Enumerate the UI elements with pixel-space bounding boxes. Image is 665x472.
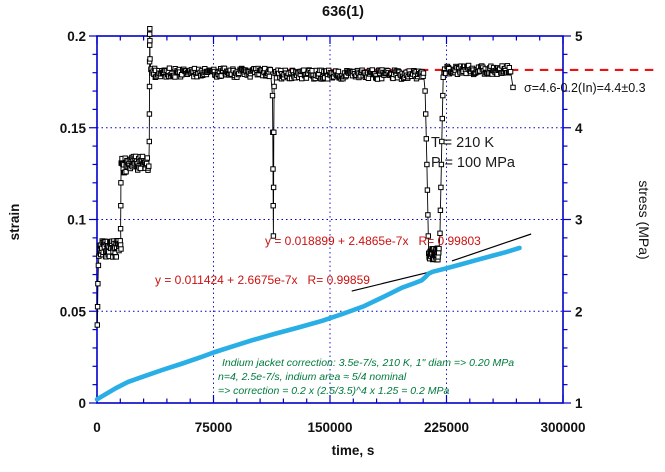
right-tick-label: 5 <box>575 29 583 44</box>
stress-data-point <box>146 83 153 90</box>
x-tick-label: 225000 <box>424 420 469 435</box>
stress-data-point <box>438 161 445 168</box>
annotation-fit-eq-1: y = 0.018899 + 2.4865e-7x R= 0.99803 <box>265 234 481 248</box>
stress-data-point <box>507 69 514 75</box>
annotation-note-3: => correction = 0.2 x (2.5/3.5)^4 x 1.25… <box>218 385 450 397</box>
left-tick-label: 0 <box>78 396 86 411</box>
stress-data-point <box>147 31 153 37</box>
annotation-pressure: P = 100 MPa <box>431 155 516 171</box>
stress-data-point <box>440 92 446 99</box>
stress-data-point <box>267 67 274 73</box>
stress-data-point <box>422 88 428 94</box>
left-tick-label: 0.2 <box>67 29 86 44</box>
fit-line-2 <box>451 233 532 262</box>
stress-data-point <box>437 207 444 214</box>
stress-data-point <box>438 184 444 191</box>
stress-data-point <box>270 203 276 209</box>
annotation-note-1: Indium jacket correction: 3.5e-7/s, 210 … <box>222 357 514 369</box>
right-axis-title: stress (MPa) <box>636 180 652 260</box>
strain-series-line <box>94 245 522 402</box>
stress-data-point <box>425 233 432 239</box>
stress-data-point <box>137 165 144 172</box>
stress-data-point <box>146 163 152 169</box>
left-tick-label: 0.15 <box>60 121 87 136</box>
stress-data-point <box>510 84 516 91</box>
annotation-note-2: n=4, 2.5e-7/s, indium area ≈ 5/4 nominal <box>218 371 407 383</box>
x-tick-label: 150000 <box>307 420 352 435</box>
gridlines <box>97 36 563 403</box>
stress-data-point <box>436 245 442 252</box>
stress-data-point <box>270 233 277 239</box>
left-tick-label: 0.05 <box>60 304 87 319</box>
right-tick-label: 3 <box>575 213 583 228</box>
stress-data-point <box>365 75 372 81</box>
stress-data-point <box>271 83 277 90</box>
stress-data-point <box>117 226 124 232</box>
stress-data-point <box>147 26 153 32</box>
stress-data-point <box>147 56 153 62</box>
stress-data-point <box>147 37 153 44</box>
stress-data-point <box>118 246 124 252</box>
tick-labels: 0 75000 150000 225000 300000 0 0.05 0.1 0.15 0.2 1… <box>60 29 586 435</box>
stress-data-point <box>139 153 146 160</box>
stress-data-point <box>420 70 427 76</box>
annotation-temperature: T = 210 K <box>431 135 494 151</box>
x-axis-title: time, s <box>331 443 375 458</box>
stress-data-point <box>266 73 273 80</box>
stress-data-point <box>144 155 151 161</box>
left-axis-title: strain <box>7 203 22 241</box>
stress-data-point <box>147 42 153 48</box>
stress-data-point <box>113 254 119 260</box>
stress-data-point <box>94 304 101 310</box>
stress-data-point <box>423 111 429 117</box>
chart-title: 636(1) <box>322 4 364 20</box>
stress-data-point <box>95 262 102 269</box>
x-tick-label: 0 <box>93 420 101 435</box>
stress-data-point <box>146 138 153 145</box>
stress-series <box>94 26 516 328</box>
stress-data-point <box>423 136 430 142</box>
stress-data-point <box>424 187 431 193</box>
stress-data-point <box>437 230 443 237</box>
annotation-fit-eq-2: y = 0.011424 + 2.6675e-7x R= 0.99859 <box>155 273 370 287</box>
stress-data-point <box>439 138 445 145</box>
stress-data-point <box>270 184 277 191</box>
stress-data-point <box>335 68 342 75</box>
x-tick-label: 75000 <box>195 420 233 435</box>
right-tick-label: 4 <box>575 121 583 136</box>
axis-ticks <box>89 35 571 404</box>
stress-data-point <box>424 161 430 168</box>
stress-data-point <box>146 111 153 117</box>
stress-data-point <box>270 166 276 172</box>
stress-data-point <box>166 65 173 71</box>
stress-data-point <box>95 281 101 287</box>
left-tick-label: 0.1 <box>67 213 86 228</box>
annotation-sigma: σ=4.6-0.2(In)=4.4±0.3 <box>524 81 646 95</box>
right-tick-label: 2 <box>575 304 583 319</box>
stress-data-point <box>439 115 446 122</box>
stress-data-point <box>118 180 124 186</box>
right-tick-label: 1 <box>575 396 583 411</box>
x-tick-label: 300000 <box>540 420 585 435</box>
stress-data-point <box>118 203 124 209</box>
stress-data-point <box>425 212 431 218</box>
stress-data-point <box>94 322 100 328</box>
stress-data-point <box>269 92 276 99</box>
stress-data-point <box>271 129 277 136</box>
